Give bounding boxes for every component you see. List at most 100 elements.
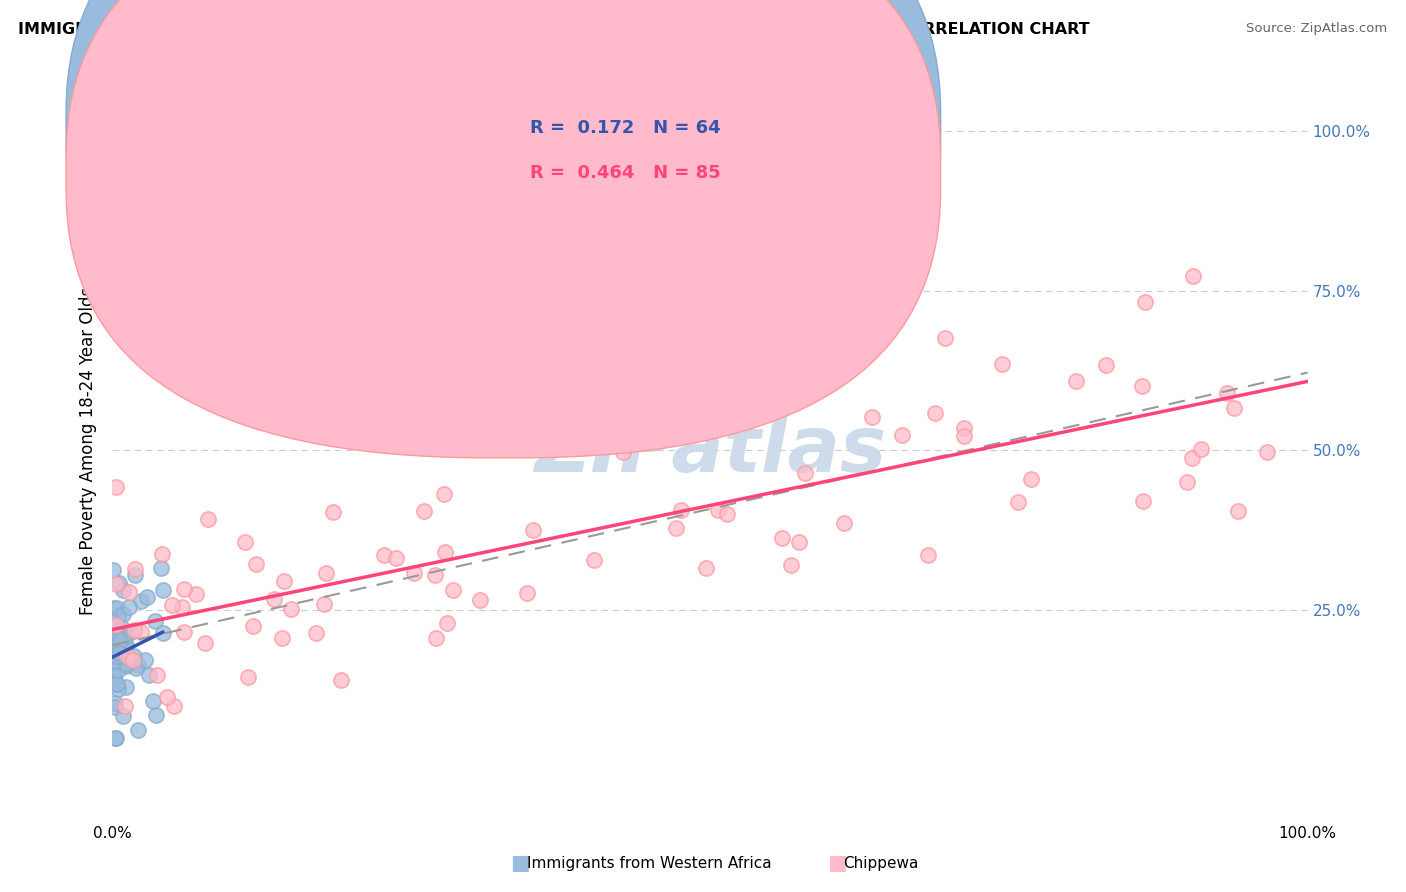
- Point: [233, 534, 256, 549]
- Point: [312, 598, 335, 612]
- Point: [197, 512, 219, 526]
- Point: [315, 566, 337, 580]
- Point: [122, 653, 145, 667]
- Point: [107, 663, 129, 677]
- Point: [108, 633, 131, 648]
- Point: [1130, 378, 1153, 392]
- Point: [104, 655, 127, 669]
- Point: [304, 626, 326, 640]
- Point: [890, 427, 912, 442]
- Point: [122, 648, 145, 663]
- Point: [127, 723, 149, 737]
- Point: [1182, 268, 1205, 283]
- Text: R =  0.172   N = 64: R = 0.172 N = 64: [530, 120, 721, 137]
- Point: [271, 631, 294, 645]
- Point: [991, 357, 1014, 371]
- Point: [101, 643, 124, 657]
- Point: [104, 619, 127, 633]
- Point: [105, 618, 128, 632]
- Point: [934, 331, 956, 345]
- Point: [860, 409, 883, 424]
- Point: [793, 466, 815, 480]
- Point: [101, 661, 124, 675]
- Point: [131, 594, 153, 608]
- Point: [111, 708, 134, 723]
- Text: Chippewa: Chippewa: [844, 856, 920, 871]
- Point: [104, 675, 127, 690]
- Point: [149, 561, 172, 575]
- Point: [1227, 504, 1250, 518]
- Point: [104, 634, 127, 648]
- Point: [111, 607, 134, 621]
- Point: [162, 599, 184, 613]
- Y-axis label: Female Poverty Among 18-24 Year Olds: Female Poverty Among 18-24 Year Olds: [79, 286, 97, 615]
- Point: [114, 659, 136, 673]
- Text: Immigrants from Western Africa: Immigrants from Western Africa: [527, 856, 772, 871]
- Point: [111, 621, 134, 635]
- Point: [1256, 445, 1278, 459]
- Point: [114, 657, 136, 672]
- Point: [146, 668, 169, 682]
- Point: [582, 553, 605, 567]
- Point: [105, 649, 128, 664]
- Point: [322, 505, 344, 519]
- Point: [115, 625, 138, 640]
- Point: [194, 636, 217, 650]
- Point: [770, 532, 793, 546]
- Point: [105, 677, 128, 691]
- Point: [138, 668, 160, 682]
- Point: [263, 591, 285, 606]
- Point: [516, 586, 538, 600]
- Text: Source: ZipAtlas.com: Source: ZipAtlas.com: [1247, 22, 1388, 36]
- Point: [101, 632, 124, 647]
- Point: [1223, 401, 1246, 415]
- Point: [1175, 475, 1198, 490]
- Point: [156, 690, 179, 705]
- Point: [727, 390, 749, 404]
- Point: [522, 523, 544, 537]
- Point: [1094, 359, 1116, 373]
- Point: [242, 619, 264, 633]
- Point: [108, 630, 131, 644]
- Point: [104, 628, 127, 642]
- Point: [107, 638, 129, 652]
- Point: [329, 673, 352, 687]
- Point: [787, 535, 810, 549]
- Point: [104, 696, 127, 710]
- Text: ZIPatlas: ZIPatlas: [534, 412, 886, 489]
- Point: [173, 582, 195, 596]
- Point: [114, 680, 136, 694]
- Point: [125, 661, 148, 675]
- Point: [1064, 374, 1087, 388]
- Point: [671, 503, 693, 517]
- Point: [124, 562, 146, 576]
- Point: [373, 548, 395, 562]
- Point: [924, 406, 946, 420]
- Point: [823, 340, 845, 354]
- Point: [115, 649, 138, 664]
- Point: [612, 444, 634, 458]
- Point: [115, 638, 138, 652]
- Point: [110, 648, 132, 662]
- Point: [433, 486, 456, 500]
- Point: [117, 656, 139, 670]
- Point: [245, 557, 267, 571]
- Point: [404, 566, 426, 580]
- Point: [665, 521, 688, 535]
- Text: R =  0.464   N = 85: R = 0.464 N = 85: [530, 164, 721, 182]
- Point: [695, 561, 717, 575]
- Point: [832, 516, 855, 531]
- Point: [103, 657, 125, 672]
- Point: [103, 669, 125, 683]
- Point: [105, 576, 128, 591]
- Point: [110, 646, 132, 660]
- Point: [1216, 385, 1239, 400]
- Point: [280, 602, 302, 616]
- Point: [273, 574, 295, 589]
- Point: [173, 624, 195, 639]
- Point: [1181, 450, 1204, 465]
- Point: [716, 507, 738, 521]
- Point: [1189, 442, 1212, 457]
- Point: [127, 658, 149, 673]
- Point: [150, 547, 173, 561]
